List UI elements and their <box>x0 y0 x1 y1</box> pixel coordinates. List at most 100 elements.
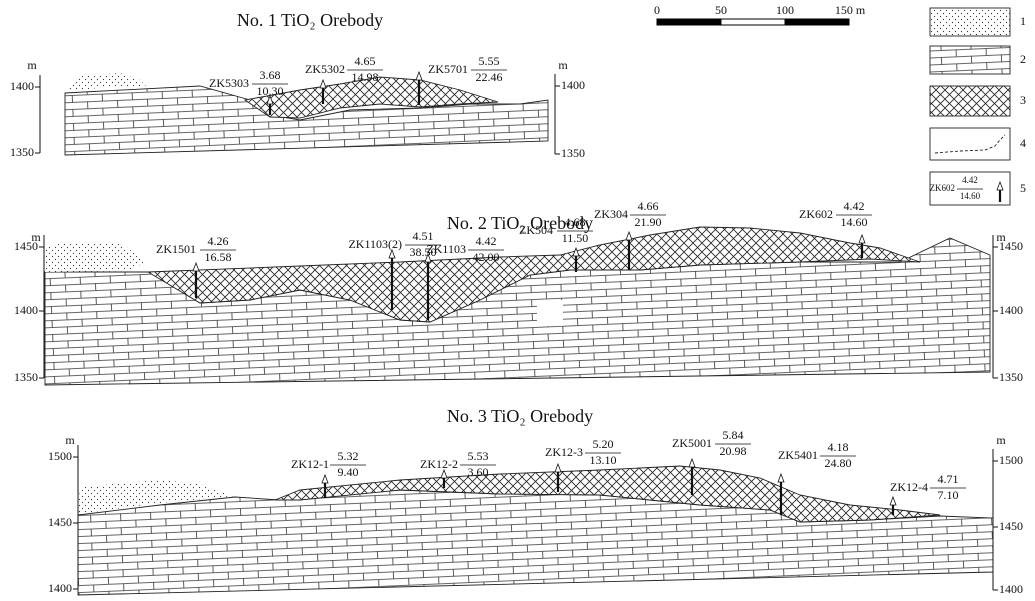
tick-label: 1400 <box>999 303 1023 317</box>
scale-label: 0 <box>654 3 660 17</box>
grade: 5.32 <box>338 449 359 463</box>
tick-label: 1350 <box>561 146 585 160</box>
borehole-marker <box>572 246 580 257</box>
borehole-marker <box>319 78 327 89</box>
legend <box>929 7 1011 206</box>
axis-unit: m <box>31 230 41 244</box>
grade: 5.53 <box>468 449 489 463</box>
borehole-name: ZK12-1 <box>291 457 329 471</box>
tick-label: 1450 <box>48 515 72 529</box>
tick-label: 1450 <box>999 519 1023 533</box>
borehole-marker <box>889 495 897 506</box>
thickness: 42.00 <box>473 250 500 264</box>
thickness: 3.60 <box>468 465 489 479</box>
borehole-name: ZK12-2 <box>420 457 458 471</box>
grade: 4.71 <box>938 472 959 486</box>
borehole-name: ZK12-3 <box>545 445 583 459</box>
borehole-name: ZK12-4 <box>890 480 928 494</box>
borehole-name: ZK1103(2) <box>348 237 402 251</box>
borehole-name: ZK5701 <box>428 62 468 76</box>
borehole-marker <box>440 468 448 479</box>
thickness: 22.46 <box>476 70 503 84</box>
thickness: 20.98 <box>720 444 747 458</box>
borehole-marker <box>554 462 562 473</box>
borehole-name: ZK5401 <box>778 448 818 462</box>
thickness: 9.40 <box>338 465 359 479</box>
grade: 4.42 <box>476 234 497 248</box>
thickness: 7.10 <box>938 488 959 502</box>
tick-label: 1450 <box>999 239 1023 253</box>
legend-number: 3 <box>1020 93 1026 107</box>
borehole-name: ZK304 <box>594 207 628 221</box>
legend-number: 1 <box>1020 14 1026 28</box>
scale-label: 100 <box>776 3 794 17</box>
borehole-name: ZK1501 <box>156 242 196 256</box>
tick-label: 1350 <box>999 370 1023 384</box>
thickness: 10.30 <box>257 84 284 98</box>
legend-number: 5 <box>1020 181 1026 195</box>
tick-label: 1400 <box>561 78 585 92</box>
borehole-name: ZK1103 <box>426 242 466 256</box>
grade: 5.55 <box>479 54 500 68</box>
grade: 4.66 <box>638 199 659 213</box>
tick-label: 1400 <box>10 79 34 93</box>
tick-label: 1500 <box>999 453 1023 467</box>
thickness: 14.60 <box>841 215 868 229</box>
thickness: 38.50 <box>410 245 437 259</box>
borehole-name: ZK5303 <box>209 76 249 90</box>
borehole-name: ZK5302 <box>305 62 345 76</box>
tick-label: 1400 <box>14 303 38 317</box>
borehole-marker <box>266 94 274 105</box>
section-1-geology <box>64 73 549 156</box>
tick-label: 1500 <box>48 449 72 463</box>
scale-label: 50 <box>715 3 727 17</box>
section-title: No. 2 TiO₂ Orebody <box>447 213 593 233</box>
borehole-marker <box>688 457 696 468</box>
section-3-geology <box>77 465 994 596</box>
grade: 4.65 <box>355 54 376 68</box>
borehole-marker <box>192 261 200 272</box>
borehole-name: ZK602 <box>930 183 956 193</box>
axis-unit: m <box>27 58 37 72</box>
axis-unit: m <box>65 433 75 447</box>
borehole-marker <box>321 473 329 484</box>
grade: 5.20 <box>593 437 614 451</box>
borehole-marker <box>996 180 1004 191</box>
thickness: 13.10 <box>590 453 617 467</box>
tick-label: 1450 <box>14 239 38 253</box>
borehole-marker <box>625 230 633 241</box>
thickness: 24.80 <box>825 456 852 470</box>
borehole-marker <box>858 233 866 244</box>
section-2-geology <box>44 226 991 386</box>
tick-label: 1350 <box>14 370 38 384</box>
grade: 4.51 <box>413 229 434 243</box>
thickness: 11.50 <box>562 231 589 245</box>
thickness: 14.98 <box>352 70 379 84</box>
section-title: No. 3 TiO₂ Orebody <box>447 406 593 426</box>
thickness: 16.58 <box>205 250 232 264</box>
borehole-name: ZK5001 <box>672 436 712 450</box>
grade: 4.18 <box>828 440 849 454</box>
grade: 3.68 <box>260 68 281 82</box>
thickness: 21.90 <box>635 215 662 229</box>
borehole-marker <box>777 472 785 483</box>
borehole-name: ZK504 <box>519 223 553 237</box>
axis-unit: m <box>996 433 1006 447</box>
tick-label: 1400 <box>48 581 72 595</box>
axis-unit: m <box>996 230 1006 244</box>
borehole-marker <box>388 248 396 259</box>
legend-number: 4 <box>1020 136 1026 150</box>
borehole-marker <box>424 252 432 263</box>
legend-number: 2 <box>1020 52 1026 66</box>
borehole-marker <box>415 70 423 81</box>
section-title: No. 1 TiO₂ Orebody <box>237 10 383 30</box>
grade: 5.84 <box>723 428 744 442</box>
grade: 4.68 <box>565 215 586 229</box>
grade: 4.26 <box>208 234 229 248</box>
axis-unit: m <box>558 58 568 72</box>
grade: 4.42 <box>962 175 978 185</box>
scale-label: 150 m <box>835 3 866 17</box>
borehole-name: ZK602 <box>799 207 833 221</box>
thickness: 14.60 <box>960 191 981 201</box>
